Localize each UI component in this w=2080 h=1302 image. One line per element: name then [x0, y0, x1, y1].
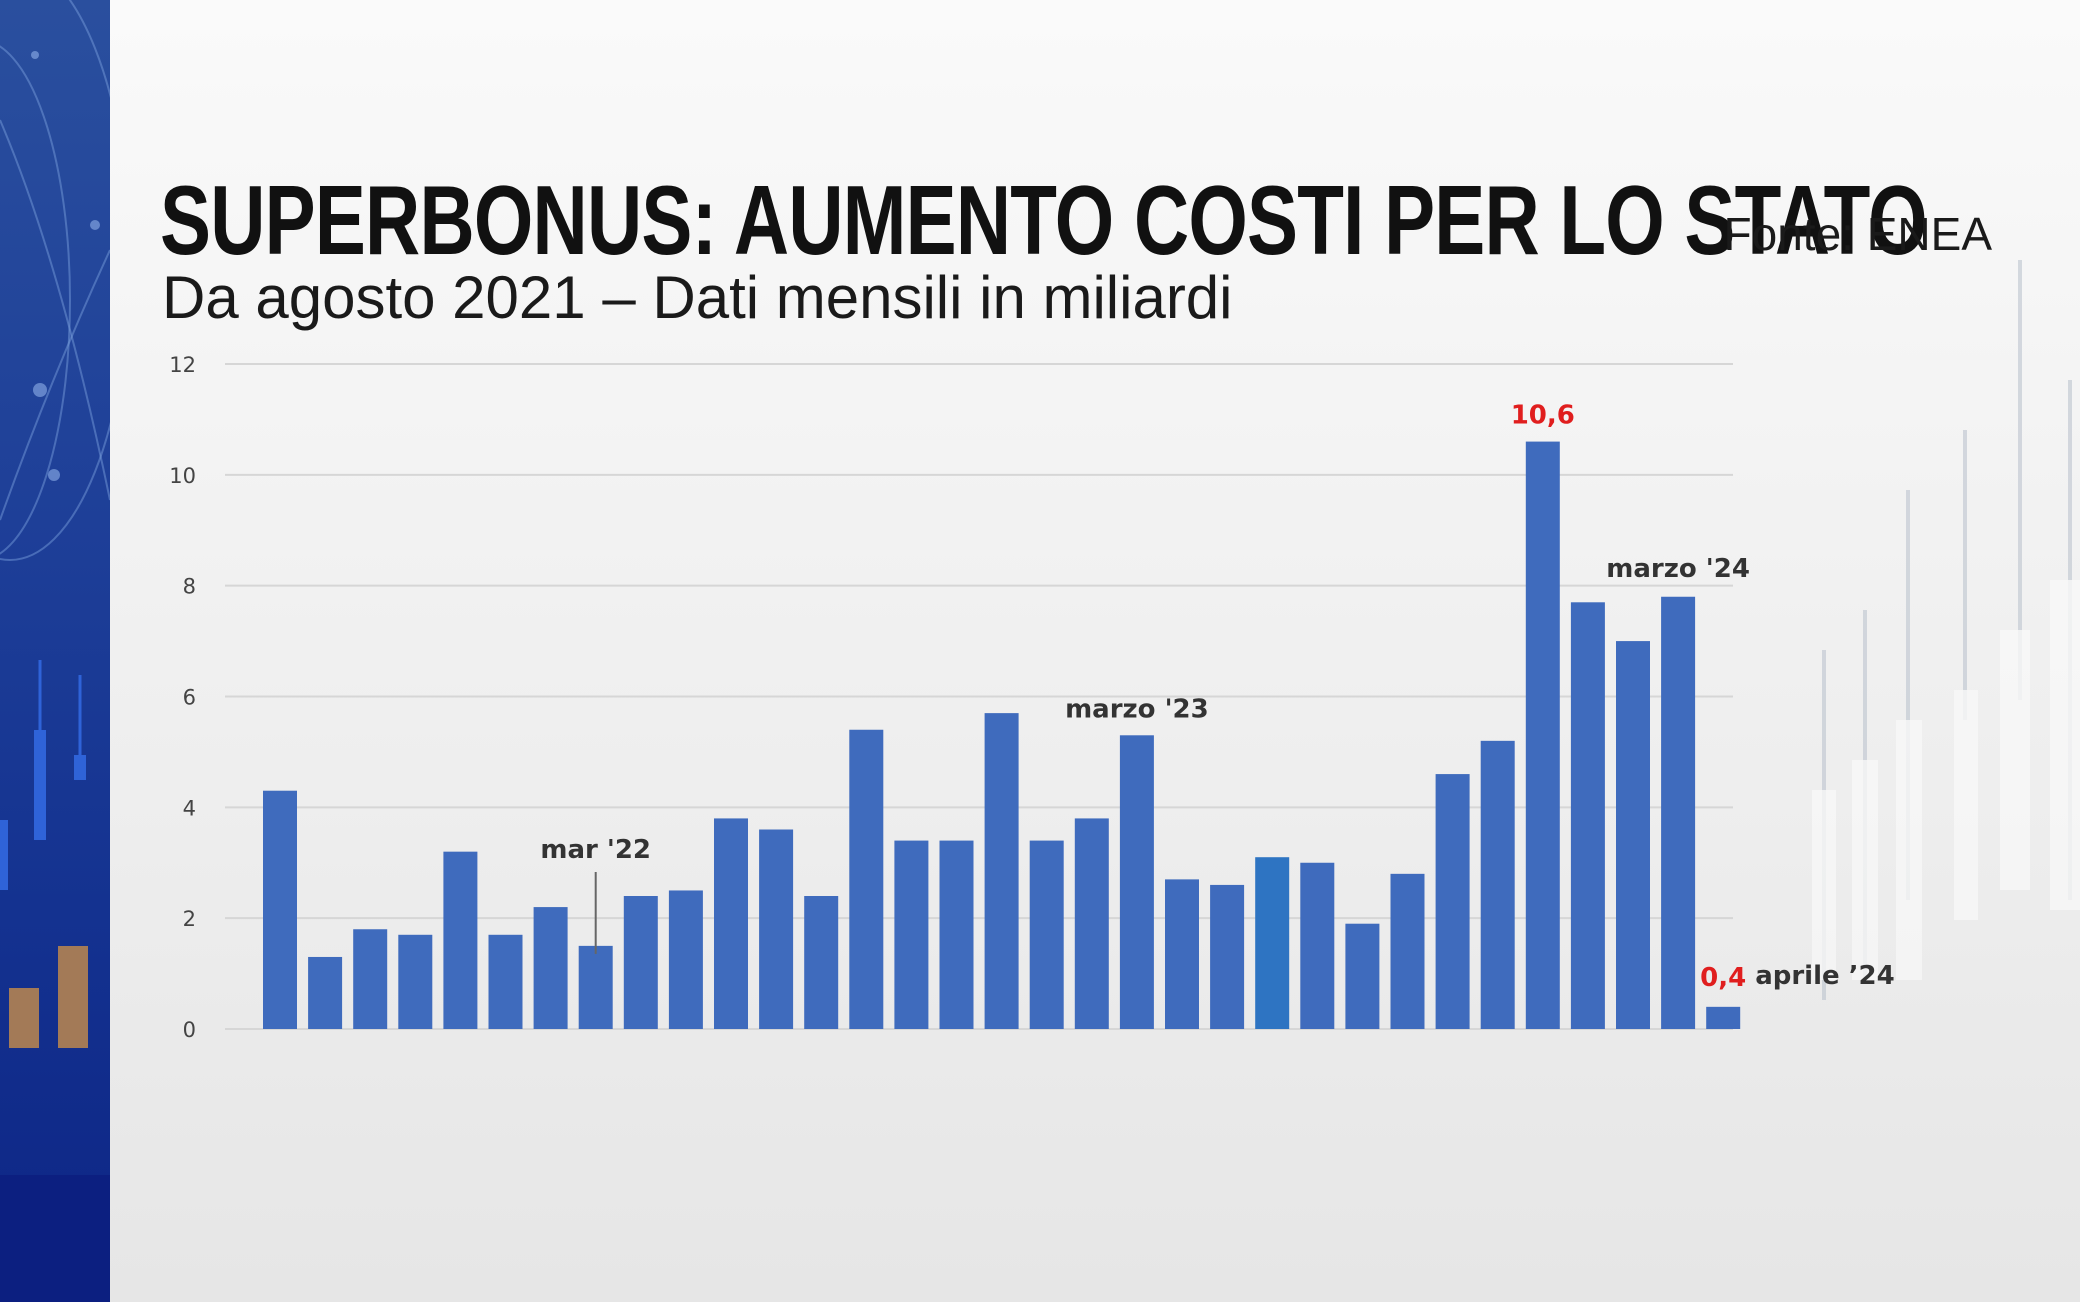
- bar: [308, 956, 343, 1029]
- annotation-label: marzo '24: [1606, 554, 1750, 584]
- bar: [1300, 862, 1335, 1029]
- bar: [353, 929, 388, 1029]
- bar: [1390, 873, 1425, 1029]
- y-tick-label: 8: [183, 575, 196, 599]
- bar: [1525, 441, 1560, 1029]
- bar: [398, 934, 433, 1029]
- bar: [1029, 840, 1064, 1029]
- y-axis-ticks: 0 2 4 6 8 10 12: [169, 353, 196, 1042]
- chart-annotations: mar '22 marzo '23 10,6 marzo '24 0,4 aprile ’…: [540, 401, 1894, 993]
- annotation-value-label: 10,6: [1511, 401, 1575, 431]
- chart-bars: [263, 441, 1741, 1029]
- bar: [1119, 735, 1154, 1029]
- y-tick-label: 4: [183, 796, 196, 820]
- y-tick-label: 2: [183, 907, 196, 931]
- annotation-value-label: 0,4: [1700, 963, 1746, 993]
- bar: [1165, 879, 1199, 1029]
- bar: [443, 851, 478, 1029]
- annotation-label: marzo '23: [1065, 694, 1209, 724]
- y-tick-label: 6: [183, 686, 196, 710]
- bar: [939, 840, 974, 1029]
- bar: [714, 818, 748, 1029]
- bar: [263, 790, 297, 1029]
- source-label: Fonte: ENEA: [1723, 208, 1992, 260]
- bar: [488, 934, 523, 1029]
- annotation-label: aprile ’24: [1755, 961, 1895, 991]
- bar: [894, 840, 929, 1029]
- bar: [1480, 740, 1515, 1029]
- y-tick-label: 12: [169, 353, 196, 377]
- left-band-graphic: [0, 0, 110, 1302]
- bar: [623, 896, 658, 1029]
- bar: [984, 713, 1019, 1029]
- bar: [668, 890, 703, 1029]
- bar: [1255, 857, 1290, 1029]
- y-tick-label: 0: [183, 1018, 196, 1042]
- bar: [1706, 1006, 1741, 1029]
- bar: [578, 945, 613, 1029]
- page-subtitle: Da agosto 2021 – Dati mensili in miliard…: [162, 264, 1233, 331]
- bar: [1345, 923, 1380, 1029]
- bar: [1661, 596, 1696, 1029]
- left-decorative-band: [0, 0, 110, 1302]
- bar: [1435, 774, 1470, 1029]
- background-decoration: [1812, 260, 2080, 1000]
- bar: [804, 896, 839, 1029]
- annotation-label: mar '22: [540, 835, 651, 865]
- bar: [759, 829, 794, 1029]
- bar: [849, 729, 884, 1029]
- bar: [1616, 641, 1650, 1029]
- bar: [1210, 884, 1245, 1029]
- page-title: SUPERBONUS: AUMENTO COSTI PER LO STATO: [160, 165, 1928, 275]
- y-tick-label: 10: [169, 464, 196, 488]
- bar: [533, 907, 568, 1029]
- bar: [1074, 818, 1109, 1029]
- bar: [1570, 602, 1605, 1029]
